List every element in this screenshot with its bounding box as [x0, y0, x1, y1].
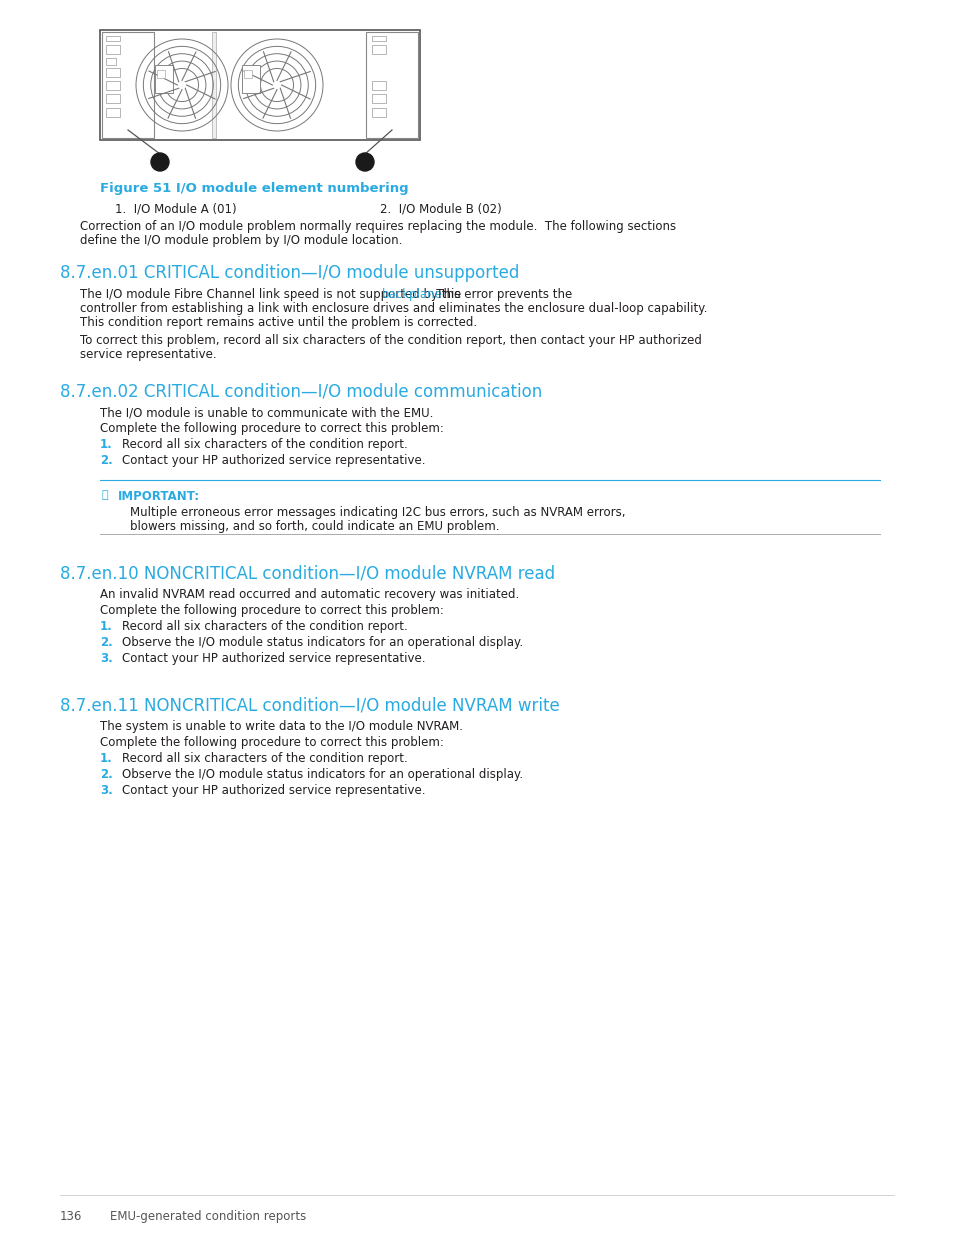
Bar — [372, 36, 386, 41]
Text: Complete the following procedure to correct this problem:: Complete the following procedure to corr… — [100, 736, 443, 748]
Text: The system is unable to write data to the I/O module NVRAM.: The system is unable to write data to th… — [100, 720, 462, 734]
Bar — [366, 32, 417, 138]
Text: Figure 51 I/O module element numbering: Figure 51 I/O module element numbering — [100, 182, 408, 195]
Text: Contact your HP authorized service representative.: Contact your HP authorized service repre… — [122, 784, 425, 797]
Text: 8.7.en.10 NONCRITICAL condition—I/O module NVRAM read: 8.7.en.10 NONCRITICAL condition—I/O modu… — [60, 564, 555, 582]
Bar — [372, 107, 386, 117]
Text: The I/O module is unable to communicate with the EMU.: The I/O module is unable to communicate … — [100, 406, 433, 419]
Bar — [102, 32, 153, 138]
Text: Complete the following procedure to correct this problem:: Complete the following procedure to corr… — [100, 422, 443, 435]
Text: 2.: 2. — [100, 768, 112, 781]
Circle shape — [151, 153, 169, 170]
Bar — [106, 94, 120, 103]
Text: 1.: 1. — [100, 620, 112, 634]
Text: 136: 136 — [60, 1210, 82, 1223]
Bar — [242, 65, 260, 93]
Text: Multiple erroneous error messages indicating I2C bus errors, such as NVRAM error: Multiple erroneous error messages indica… — [130, 506, 625, 519]
Text: 3.: 3. — [100, 784, 112, 797]
Bar — [372, 44, 386, 54]
Text: 8.7.en.11 NONCRITICAL condition—I/O module NVRAM write: 8.7.en.11 NONCRITICAL condition—I/O modu… — [60, 697, 559, 714]
Text: To correct this problem, record all six characters of the condition report, then: To correct this problem, record all six … — [80, 333, 701, 347]
Text: 1.: 1. — [100, 438, 112, 451]
Text: An invalid NVRAM read occurred and automatic recovery was initiated.: An invalid NVRAM read occurred and autom… — [100, 588, 518, 601]
Text: Observe the I/O module status indicators for an operational display.: Observe the I/O module status indicators… — [122, 768, 522, 781]
Bar — [106, 58, 116, 65]
Text: define the I/O module problem by I/O module location.: define the I/O module problem by I/O mod… — [80, 233, 402, 247]
Text: 📋: 📋 — [102, 490, 109, 500]
Text: The I/O module Fibre Channel link speed is not supported by the: The I/O module Fibre Channel link speed … — [80, 288, 464, 301]
Bar — [154, 65, 172, 93]
Text: 1.  I/O Module A (01): 1. I/O Module A (01) — [115, 203, 236, 215]
Text: Record all six characters of the condition report.: Record all six characters of the conditi… — [122, 438, 407, 451]
Text: Contact your HP authorized service representative.: Contact your HP authorized service repre… — [122, 454, 425, 467]
Bar — [100, 30, 419, 140]
Text: 2.  I/O Module B (02): 2. I/O Module B (02) — [379, 203, 501, 215]
Bar — [212, 32, 215, 138]
Text: .  This error prevents the: . This error prevents the — [424, 288, 571, 301]
Bar — [372, 94, 386, 103]
Text: 2.: 2. — [100, 454, 112, 467]
Text: backplane: backplane — [382, 288, 442, 301]
Text: 1.: 1. — [100, 752, 112, 764]
Text: EMU-generated condition reports: EMU-generated condition reports — [110, 1210, 306, 1223]
Bar — [106, 44, 120, 54]
Text: 8.7.en.01 CRITICAL condition—I/O module unsupported: 8.7.en.01 CRITICAL condition—I/O module … — [60, 264, 518, 282]
Text: IMPORTANT:: IMPORTANT: — [118, 490, 200, 503]
Circle shape — [355, 153, 374, 170]
Text: This condition report remains active until the problem is corrected.: This condition report remains active unt… — [80, 316, 476, 329]
Bar — [106, 82, 120, 90]
Text: Complete the following procedure to correct this problem:: Complete the following procedure to corr… — [100, 604, 443, 618]
Text: Correction of an I/O module problem normally requires replacing the module.  The: Correction of an I/O module problem norm… — [80, 220, 676, 233]
Bar — [106, 107, 120, 117]
Bar — [244, 70, 252, 78]
Text: Contact your HP authorized service representative.: Contact your HP authorized service repre… — [122, 652, 425, 664]
Text: Record all six characters of the condition report.: Record all six characters of the conditi… — [122, 620, 407, 634]
Text: service representative.: service representative. — [80, 348, 216, 361]
Text: Observe the I/O module status indicators for an operational display.: Observe the I/O module status indicators… — [122, 636, 522, 650]
Bar — [157, 70, 165, 78]
Bar — [106, 36, 120, 41]
Text: 2.: 2. — [100, 636, 112, 650]
Text: Record all six characters of the condition report.: Record all six characters of the conditi… — [122, 752, 407, 764]
Text: blowers missing, and so forth, could indicate an EMU problem.: blowers missing, and so forth, could ind… — [130, 520, 499, 534]
Text: 3.: 3. — [100, 652, 112, 664]
Bar — [372, 82, 386, 90]
Text: controller from establishing a link with enclosure drives and eliminates the enc: controller from establishing a link with… — [80, 303, 706, 315]
Text: 8.7.en.02 CRITICAL condition—I/O module communication: 8.7.en.02 CRITICAL condition—I/O module … — [60, 382, 541, 400]
Bar — [106, 68, 120, 77]
